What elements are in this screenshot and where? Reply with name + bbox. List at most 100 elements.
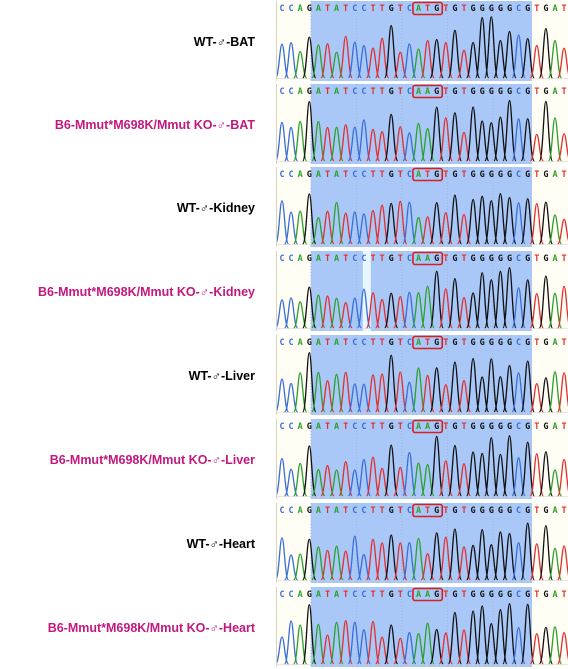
peak-T bbox=[338, 371, 353, 413]
peak-C bbox=[356, 458, 372, 497]
peak-A bbox=[547, 371, 563, 413]
base-letter: T bbox=[461, 254, 466, 264]
peak-G bbox=[502, 434, 517, 497]
base-letter: A bbox=[425, 254, 430, 264]
base-letter: T bbox=[398, 87, 403, 97]
peak-A bbox=[311, 294, 326, 329]
codon-box bbox=[412, 167, 444, 182]
base-letter: G bbox=[307, 590, 312, 600]
peak-A bbox=[329, 545, 344, 581]
base-letter: A bbox=[334, 422, 339, 432]
base-letter: T bbox=[343, 338, 348, 348]
peak-C bbox=[283, 620, 299, 665]
base-letter: A bbox=[552, 87, 557, 97]
base-letter: T bbox=[325, 254, 330, 264]
base-letter: A bbox=[316, 506, 321, 516]
base-letter: G bbox=[498, 87, 503, 97]
base-letter: T bbox=[398, 506, 403, 516]
peak-G bbox=[484, 200, 499, 245]
base-letter: T bbox=[370, 87, 375, 97]
peak-C bbox=[347, 621, 362, 665]
peak-G bbox=[502, 364, 517, 413]
base-letter: A bbox=[298, 422, 303, 432]
base-letter: A bbox=[316, 170, 321, 180]
base-letter: G bbox=[498, 254, 503, 264]
peak-G bbox=[520, 603, 535, 665]
peak-C bbox=[356, 45, 372, 79]
base-letter: C bbox=[361, 506, 366, 516]
peak-A bbox=[411, 292, 426, 329]
base-letter: G bbox=[452, 422, 457, 432]
peak-C bbox=[511, 118, 526, 162]
peak-T bbox=[556, 372, 568, 413]
peak-C bbox=[347, 211, 362, 245]
peak-T bbox=[374, 542, 390, 581]
peak-G bbox=[384, 113, 399, 162]
base-letter: T bbox=[325, 170, 330, 180]
base-letter: C bbox=[516, 590, 521, 600]
base-letter: G bbox=[471, 87, 476, 97]
base-letter: C bbox=[279, 422, 284, 432]
base-letter: A bbox=[298, 4, 303, 14]
base-letter: G bbox=[489, 338, 494, 348]
peak-A bbox=[547, 214, 563, 245]
peak-T bbox=[320, 380, 335, 413]
base-letter: G bbox=[434, 170, 439, 180]
base-letter: G bbox=[389, 422, 394, 432]
base-letter: G bbox=[498, 4, 503, 14]
base-letter: G bbox=[307, 254, 312, 264]
base-letter: G bbox=[543, 506, 548, 516]
peak-A bbox=[329, 469, 344, 497]
peak-C bbox=[283, 126, 299, 162]
base-letter: T bbox=[461, 590, 466, 600]
base-letter: G bbox=[489, 170, 494, 180]
base-letter: C bbox=[289, 338, 294, 348]
base-letter: T bbox=[380, 422, 385, 432]
base-letter: T bbox=[343, 506, 348, 516]
base-letter: T bbox=[562, 338, 567, 348]
base-letter: T bbox=[370, 590, 375, 600]
peak-T bbox=[365, 47, 381, 79]
base-letter: G bbox=[480, 422, 485, 432]
base-letter: T bbox=[398, 170, 403, 180]
peak-T bbox=[420, 374, 435, 413]
peak-T bbox=[393, 371, 408, 413]
peak-C bbox=[277, 378, 290, 413]
base-letter: C bbox=[352, 254, 357, 264]
base-letter: T bbox=[370, 170, 375, 180]
peak-C bbox=[356, 213, 372, 245]
base-letter: A bbox=[416, 506, 421, 516]
peak-T bbox=[338, 35, 353, 79]
base-letter: G bbox=[498, 506, 503, 516]
base-letter: G bbox=[307, 422, 312, 432]
peak-G bbox=[538, 275, 554, 329]
peak-G bbox=[475, 605, 490, 665]
peak-A bbox=[411, 462, 426, 497]
peak-T bbox=[365, 538, 381, 581]
peak-G bbox=[447, 278, 463, 329]
base-letter: T bbox=[562, 170, 567, 180]
peak-A bbox=[329, 621, 344, 665]
peak-G bbox=[493, 608, 508, 665]
base-letter: T bbox=[461, 422, 466, 432]
base-letter: G bbox=[307, 338, 312, 348]
base-letter: C bbox=[352, 506, 357, 516]
peak-G bbox=[502, 602, 517, 665]
peak-T bbox=[338, 212, 353, 245]
peak-C bbox=[402, 631, 417, 665]
peak-A bbox=[411, 537, 426, 581]
peak-G bbox=[502, 266, 517, 329]
base-letter: G bbox=[543, 87, 548, 97]
base-letter: T bbox=[425, 506, 430, 516]
peak-C bbox=[347, 297, 362, 329]
base-letter: G bbox=[498, 422, 503, 432]
base-letter: T bbox=[562, 87, 567, 97]
peak-T bbox=[374, 204, 390, 245]
sample-label: B6-Mmut*M698K/Mmut KO-♂-BAT bbox=[54, 117, 255, 132]
base-letter: A bbox=[298, 506, 303, 516]
base-letter: T bbox=[443, 254, 448, 264]
base-letter: T bbox=[425, 4, 430, 14]
